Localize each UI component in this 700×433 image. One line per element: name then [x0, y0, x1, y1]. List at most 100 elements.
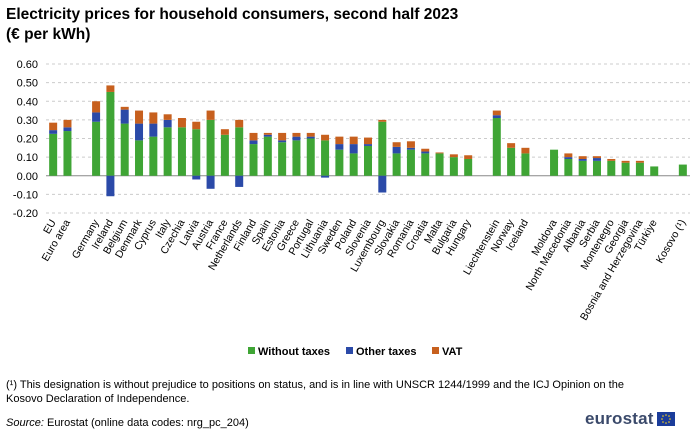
bar-segment-other-taxes — [63, 127, 72, 132]
bar-segment-other-taxes — [349, 144, 358, 154]
bar-segment-without-taxes — [449, 157, 458, 176]
chart-title-line2: (€ per kWh) — [6, 26, 91, 43]
bar-segment-vat — [220, 129, 229, 135]
bar-segment-other-taxes — [192, 175, 201, 180]
bar-segment-other-taxes — [92, 112, 101, 122]
source-text: Eurostat (online data codes: nrg_pc_204) — [43, 417, 249, 429]
bar-segment-vat — [392, 142, 401, 147]
bar-segment-vat — [435, 152, 444, 154]
bar-segment-vat — [635, 160, 644, 163]
legend-label: VAT — [442, 346, 463, 358]
bar-segment-vat — [263, 132, 272, 135]
bar-segment-other-taxes — [206, 175, 215, 189]
bar-segment-without-taxes — [306, 138, 315, 176]
bar-segment-vat — [106, 85, 115, 92]
bar-segment-vat — [449, 154, 458, 158]
bar-segment-other-taxes — [592, 158, 601, 161]
bar-segment-other-taxes — [278, 140, 287, 143]
bar-segment-without-taxes — [349, 153, 358, 176]
source-note: Source: Eurostat (online data codes: nrg… — [6, 416, 249, 430]
legend-swatch — [432, 347, 439, 354]
bar-segment-vat — [63, 119, 72, 128]
bar-segment-vat — [149, 112, 158, 124]
bar-segment-other-taxes — [306, 136, 315, 139]
source-label: Source: — [6, 417, 44, 429]
bar-segment-without-taxes — [263, 136, 272, 176]
bar-segment-vat — [292, 132, 301, 137]
bar-segment-other-taxes — [578, 158, 587, 161]
bar-segment-without-taxes — [421, 153, 430, 176]
bar-segment-vat — [163, 114, 172, 120]
bar-segment-other-taxes — [249, 140, 258, 145]
bar-segment-vat — [235, 119, 244, 128]
bar-segment-without-taxes — [507, 147, 516, 176]
bar-segment-without-taxes — [249, 144, 258, 176]
legend-swatch — [346, 347, 353, 354]
bar-segment-without-taxes — [220, 134, 229, 176]
bar-segment-without-taxes — [321, 140, 330, 176]
bar-segment-without-taxes — [278, 142, 287, 176]
bar-segment-without-taxes — [49, 133, 58, 176]
bar-segment-without-taxes — [364, 145, 372, 176]
logo-text: eurostat — [585, 409, 654, 428]
legend-label: Other taxes — [356, 346, 417, 358]
bar-segment-vat — [120, 106, 129, 110]
y-tick-label: -0.10 — [13, 189, 38, 201]
bar-segment-vat — [306, 132, 315, 137]
bar-segment-vat — [592, 156, 601, 159]
stacked-bar-chart: 0.600.500.400.300.200.100.00-0.10-0.20EU… — [13, 59, 690, 358]
bar-segment-vat — [249, 132, 258, 141]
y-tick-label: 0.20 — [17, 134, 38, 146]
bar-segment-without-taxes — [635, 162, 644, 176]
bar-segment-without-taxes — [650, 166, 659, 176]
bar-segment-vat — [507, 143, 516, 148]
bar-segment-without-taxes — [335, 149, 344, 176]
bar-segment-without-taxes — [177, 127, 186, 176]
chart-title: Electricity prices for household consume… — [6, 5, 606, 45]
legend-label: Without taxes — [258, 346, 330, 358]
bar-segment-without-taxes — [492, 118, 501, 176]
bar-segment-vat — [492, 110, 501, 116]
bar-segment-vat — [321, 134, 330, 141]
y-tick-label: 0.00 — [17, 171, 38, 183]
bar-segment-vat — [378, 119, 387, 122]
bar-segment-without-taxes — [406, 149, 415, 176]
bar-segment-other-taxes — [392, 146, 401, 154]
bar-segment-other-taxes — [364, 144, 372, 146]
bar-segment-vat — [364, 137, 372, 145]
bar-segment-without-taxes — [235, 127, 244, 176]
bar-segment-vat — [406, 141, 415, 148]
footnote: (¹) This designation is without prejudic… — [6, 379, 624, 405]
bar-segment-other-taxes — [263, 134, 272, 137]
bar-segment-without-taxes — [149, 136, 158, 176]
bar-segment-vat — [206, 110, 215, 120]
bar-segment-other-taxes — [149, 123, 158, 137]
legend-swatch — [248, 347, 255, 354]
chart-title-line1: Electricity prices for household consume… — [6, 6, 459, 23]
bar-segment-without-taxes — [106, 91, 115, 176]
bar-segment-without-taxes — [92, 121, 101, 176]
bar-segment-without-taxes — [464, 158, 473, 176]
bar-segment-vat — [621, 160, 630, 163]
bar-segment-without-taxes — [578, 160, 587, 176]
bar-segment-vat — [49, 122, 58, 131]
bar-segment-other-taxes — [421, 151, 430, 154]
bar-segment-without-taxes — [63, 131, 72, 176]
bar-segment-other-taxes — [564, 157, 573, 159]
y-tick-label: 0.10 — [17, 152, 38, 164]
bar-segment-vat — [464, 155, 473, 159]
bar-segment-without-taxes — [521, 153, 530, 176]
bar-segment-without-taxes — [607, 160, 616, 176]
bar-segment-vat — [607, 158, 616, 161]
bar-segment-other-taxes — [49, 130, 58, 134]
bar-segment-without-taxes — [550, 149, 559, 176]
bar-segment-without-taxes — [564, 158, 573, 176]
y-tick-label: 0.30 — [17, 115, 38, 127]
bar-segment-vat — [192, 121, 201, 130]
bar-segment-without-taxes — [678, 164, 687, 176]
bar-segment-without-taxes — [135, 140, 144, 176]
bar-segment-vat — [349, 136, 358, 145]
bar-segment-other-taxes — [492, 115, 501, 119]
bar-segment-without-taxes — [435, 153, 444, 176]
bar-segment-other-taxes — [335, 144, 344, 150]
